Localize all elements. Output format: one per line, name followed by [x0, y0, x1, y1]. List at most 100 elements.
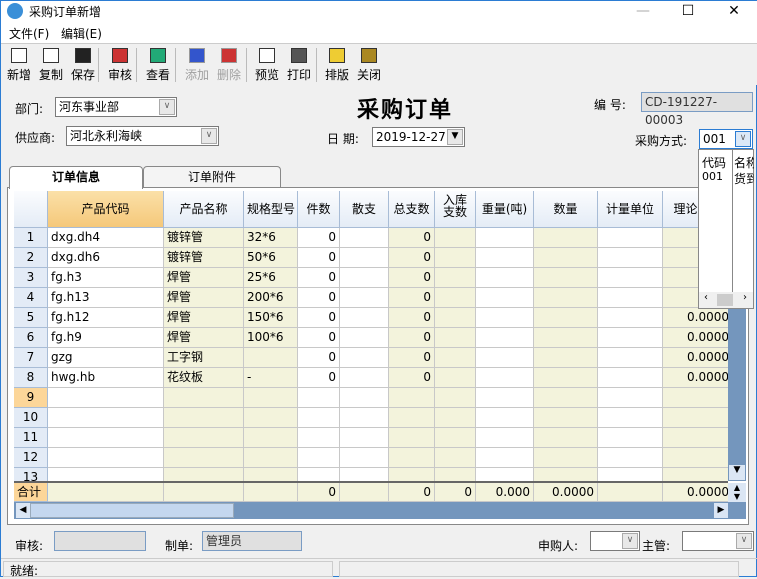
grid-cell[interactable]: fg.h3: [48, 268, 164, 288]
grid-cell[interactable]: [298, 408, 340, 428]
grid-cell[interactable]: [435, 288, 476, 308]
grid-cell[interactable]: [598, 428, 663, 448]
total-scroll-icon[interactable]: ▲ ▼: [728, 483, 746, 502]
grid-cell[interactable]: [598, 248, 663, 268]
column-header[interactable]: 总支数: [389, 191, 435, 228]
grid-cell[interactable]: 焊管: [164, 308, 244, 328]
grid-cell[interactable]: 镀锌管: [164, 228, 244, 248]
grid-cell[interactable]: [598, 348, 663, 368]
menu-file[interactable]: 文件(F): [9, 27, 50, 41]
grid-cell[interactable]: [389, 428, 435, 448]
grid-cell[interactable]: [534, 288, 598, 308]
column-header[interactable]: 计量单位: [598, 191, 663, 228]
grid-cell[interactable]: [598, 448, 663, 468]
grid-cell[interactable]: [598, 288, 663, 308]
grid-cell[interactable]: 0: [389, 268, 435, 288]
chevron-down-icon[interactable]: ∨: [622, 533, 638, 549]
toolbar-button-7[interactable]: 预览: [251, 46, 283, 84]
grid-cell[interactable]: [340, 368, 389, 388]
grid-cell[interactable]: [389, 468, 435, 481]
grid-cell[interactable]: [435, 308, 476, 328]
grid-cell[interactable]: [164, 468, 244, 481]
toolbar-button-6[interactable]: 删除: [213, 46, 245, 84]
grid-cell[interactable]: [244, 428, 298, 448]
grid-cell[interactable]: 0.0000: [663, 368, 728, 388]
grid-cell[interactable]: 花纹板: [164, 368, 244, 388]
scroll-left-icon[interactable]: ◀: [16, 503, 30, 518]
toolbar-button-2[interactable]: 保存: [67, 46, 99, 84]
chevron-down-icon[interactable]: ∨: [735, 131, 751, 147]
grid-cell[interactable]: 镀锌管: [164, 248, 244, 268]
grid-cell[interactable]: gzg: [48, 348, 164, 368]
grid-cell[interactable]: [244, 483, 298, 502]
grid-cell[interactable]: [598, 468, 663, 481]
grid-cell[interactable]: 0: [389, 483, 435, 502]
grid-cell[interactable]: [435, 468, 476, 481]
column-header[interactable]: 数量: [534, 191, 598, 228]
grid-cell[interactable]: [340, 268, 389, 288]
grid-cell[interactable]: [598, 268, 663, 288]
grid-cell[interactable]: [663, 388, 728, 408]
toolbar-button-9[interactable]: 排版: [321, 46, 353, 84]
grid-cell[interactable]: [598, 483, 663, 502]
grid-cell[interactable]: [164, 388, 244, 408]
column-header[interactable]: 重量(吨): [476, 191, 534, 228]
grid-cell[interactable]: 0.000: [476, 483, 534, 502]
column-header[interactable]: [14, 191, 48, 228]
grid-cell[interactable]: [340, 348, 389, 368]
grid-cell[interactable]: [48, 408, 164, 428]
grid-cell[interactable]: [663, 468, 728, 481]
grid-cell[interactable]: [534, 248, 598, 268]
grid-cell[interactable]: 0: [298, 308, 340, 328]
grid-cell[interactable]: [340, 483, 389, 502]
grid-cell[interactable]: 0.0000: [663, 348, 728, 368]
grid-cell[interactable]: 150*6: [244, 308, 298, 328]
horizontal-scrollbar[interactable]: ◀ ▶: [14, 502, 746, 519]
grid-cell[interactable]: fg.h13: [48, 288, 164, 308]
grid-cell[interactable]: [435, 408, 476, 428]
grid-cell[interactable]: dxg.dh6: [48, 248, 164, 268]
grid-cell[interactable]: [534, 268, 598, 288]
grid-cell[interactable]: [48, 388, 164, 408]
grid-cell[interactable]: [48, 448, 164, 468]
scroll-right-icon[interactable]: ▶: [714, 503, 728, 518]
grid-cell[interactable]: 0: [298, 248, 340, 268]
grid-cell[interactable]: 0: [435, 483, 476, 502]
toolbar-button-5[interactable]: 添加: [181, 46, 213, 84]
grid-cell[interactable]: 25*6: [244, 268, 298, 288]
grid-cell[interactable]: [435, 248, 476, 268]
grid-cell[interactable]: [244, 408, 298, 428]
dept-select[interactable]: 河东事业部 ∨: [55, 97, 177, 117]
column-header[interactable]: 产品代码: [48, 191, 164, 228]
grid-cell[interactable]: [244, 448, 298, 468]
grid-cell[interactable]: [435, 348, 476, 368]
grid-cell[interactable]: [340, 408, 389, 428]
grid-cell[interactable]: [663, 448, 728, 468]
grid-cell[interactable]: [435, 448, 476, 468]
grid-cell[interactable]: [534, 468, 598, 481]
grid-cell[interactable]: [663, 428, 728, 448]
date-picker[interactable]: 2019-12-27 ▼: [372, 127, 465, 147]
grid-cell[interactable]: [435, 328, 476, 348]
grid-cell[interactable]: [298, 448, 340, 468]
chevron-down-icon[interactable]: ∨: [736, 533, 752, 549]
grid-cell[interactable]: [598, 228, 663, 248]
grid-cell[interactable]: [340, 448, 389, 468]
grid-cell[interactable]: [598, 368, 663, 388]
grid-cell[interactable]: [534, 428, 598, 448]
grid-cell[interactable]: [476, 268, 534, 288]
grid-cell[interactable]: [48, 428, 164, 448]
dropdown-item-code[interactable]: 001: [702, 170, 723, 183]
grid-cell[interactable]: [298, 428, 340, 448]
grid-cell[interactable]: [164, 448, 244, 468]
grid-cell[interactable]: 0.0000: [534, 483, 598, 502]
grid-cell[interactable]: 0: [389, 328, 435, 348]
column-header[interactable]: 件数: [298, 191, 340, 228]
grid-cell[interactable]: [48, 483, 164, 502]
chevron-down-icon[interactable]: ∨: [159, 99, 175, 115]
column-header[interactable]: 规格型号: [244, 191, 298, 228]
method-select[interactable]: 001 ∨: [699, 129, 753, 149]
grid-cell[interactable]: [598, 408, 663, 428]
toolbar-button-10[interactable]: 关闭: [353, 46, 385, 84]
grid-cell[interactable]: 0: [389, 308, 435, 328]
